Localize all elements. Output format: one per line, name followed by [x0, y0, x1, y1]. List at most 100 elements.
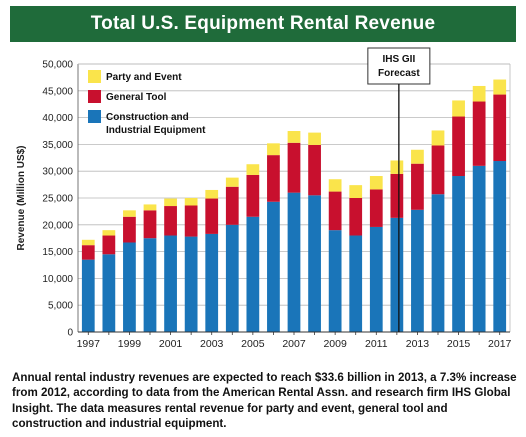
bar-segment — [328, 191, 342, 231]
y-tick-label: 0 — [67, 328, 73, 339]
bar-segment — [205, 189, 219, 199]
y-tick-label: 5,000 — [48, 301, 73, 312]
bar-segment — [349, 235, 363, 332]
y-tick-label: 25,000 — [42, 194, 73, 205]
bar-segment — [205, 233, 219, 332]
bar-segment — [81, 259, 95, 332]
y-tick-label: 15,000 — [42, 247, 73, 258]
bar-segment — [164, 206, 177, 236]
legend-label: Party and Event — [106, 72, 182, 83]
x-tick-label: 2013 — [406, 338, 430, 350]
bar-segment — [143, 210, 157, 239]
bar-segment — [472, 165, 486, 332]
bar-segment — [123, 216, 136, 243]
legend-swatch — [88, 110, 101, 123]
bar-segment — [328, 230, 342, 332]
chart-title: Total U.S. Equipment Rental Revenue — [10, 6, 516, 42]
bar-segment — [287, 192, 301, 332]
forecast-annotation-box — [367, 47, 431, 85]
legend-label-continued: Industrial Equipment — [106, 125, 206, 136]
bar-segment — [452, 116, 465, 177]
bar-segment — [431, 194, 445, 332]
bar-segment — [369, 176, 383, 190]
bar-segment — [123, 242, 136, 332]
chart-area: 0 5,000 10,000 15,000 20,000 25,000 30,000 35,0… — [0, 46, 526, 366]
x-tick-label: 2005 — [241, 338, 265, 350]
bar-segment — [184, 198, 198, 206]
bar-segment — [225, 186, 239, 225]
bar-segment — [287, 142, 301, 193]
bar-segment — [308, 144, 321, 196]
bar-segment — [102, 235, 116, 255]
bar-segment — [184, 236, 198, 332]
x-tick-label: 2009 — [323, 338, 347, 350]
y-tick-label: 20,000 — [42, 220, 73, 231]
bar-segment — [308, 195, 321, 332]
bar-segment — [81, 245, 95, 260]
bar-segment — [390, 217, 404, 332]
x-tick-label: 2011 — [365, 338, 388, 350]
bar-segment — [411, 209, 424, 332]
legend-label: General Tool — [106, 92, 167, 103]
bar-segment — [349, 185, 363, 198]
x-tick-label: 2003 — [200, 338, 224, 350]
y-tick-label: 45,000 — [42, 86, 73, 97]
bar-segment — [452, 100, 465, 117]
bar-segment — [225, 177, 239, 187]
x-tick-label: 1999 — [118, 338, 142, 350]
x-tick-label: 1997 — [77, 338, 101, 350]
legend-label: Construction and — [106, 112, 189, 123]
x-tick-label: 2015 — [447, 338, 471, 350]
bar-segment — [123, 210, 136, 217]
bar-segment — [349, 198, 363, 236]
bar-segment — [81, 239, 95, 246]
legend-swatch — [88, 70, 101, 83]
y-tick-label: 10,000 — [42, 274, 73, 285]
bar-segment — [184, 205, 198, 237]
bar-segment — [411, 163, 424, 210]
bar-segment — [164, 235, 177, 332]
bar-segment — [246, 174, 260, 217]
y-tick-label: 30,000 — [42, 167, 73, 178]
bar-segment — [452, 176, 465, 332]
bar-segment — [493, 79, 507, 95]
forecast-annotation-line-2: Forecast — [378, 68, 420, 79]
x-tick-label: 2007 — [282, 338, 306, 350]
bar-segment — [369, 226, 383, 332]
x-tick-label: 2001 — [159, 338, 183, 350]
stacked-bar-chart: 0 5,000 10,000 15,000 20,000 25,000 30,000 35,0… — [16, 47, 512, 350]
bar-segment — [267, 155, 280, 202]
forecast-annotation-line-1: IHS GII — [382, 54, 415, 65]
bar-segment — [205, 198, 219, 234]
bar-segment — [102, 230, 116, 236]
bar-segment — [369, 189, 383, 227]
bar-segment — [472, 101, 486, 166]
legend-swatch — [88, 90, 101, 103]
bar-segment — [287, 131, 301, 143]
bar-segment — [308, 132, 321, 145]
bar-segment — [164, 198, 177, 207]
bar-segment — [493, 161, 507, 332]
bar-segment — [267, 143, 280, 156]
bar-segment — [390, 160, 404, 174]
bar-segment — [143, 238, 157, 332]
bar-segment — [493, 94, 507, 162]
bar-segment — [411, 149, 424, 164]
bar-segment — [472, 85, 486, 102]
y-tick-label: 35,000 — [42, 140, 73, 151]
chart-caption: Annual rental industry revenues are expe… — [12, 371, 517, 430]
bar-segment — [328, 179, 342, 192]
bar-segment — [267, 201, 280, 332]
bar-segment — [143, 204, 157, 211]
y-tick-label: 40,000 — [42, 113, 73, 124]
y-axis-title: Revenue (Million US$) — [16, 145, 27, 250]
x-tick-label: 2017 — [488, 338, 512, 350]
bar-segment — [102, 254, 116, 332]
bar-segment — [246, 216, 260, 332]
bar-segment — [431, 145, 445, 195]
bar-segment — [390, 173, 404, 218]
bar-segment — [225, 224, 239, 332]
bar-segment — [431, 130, 445, 146]
bar-segment — [246, 164, 260, 175]
